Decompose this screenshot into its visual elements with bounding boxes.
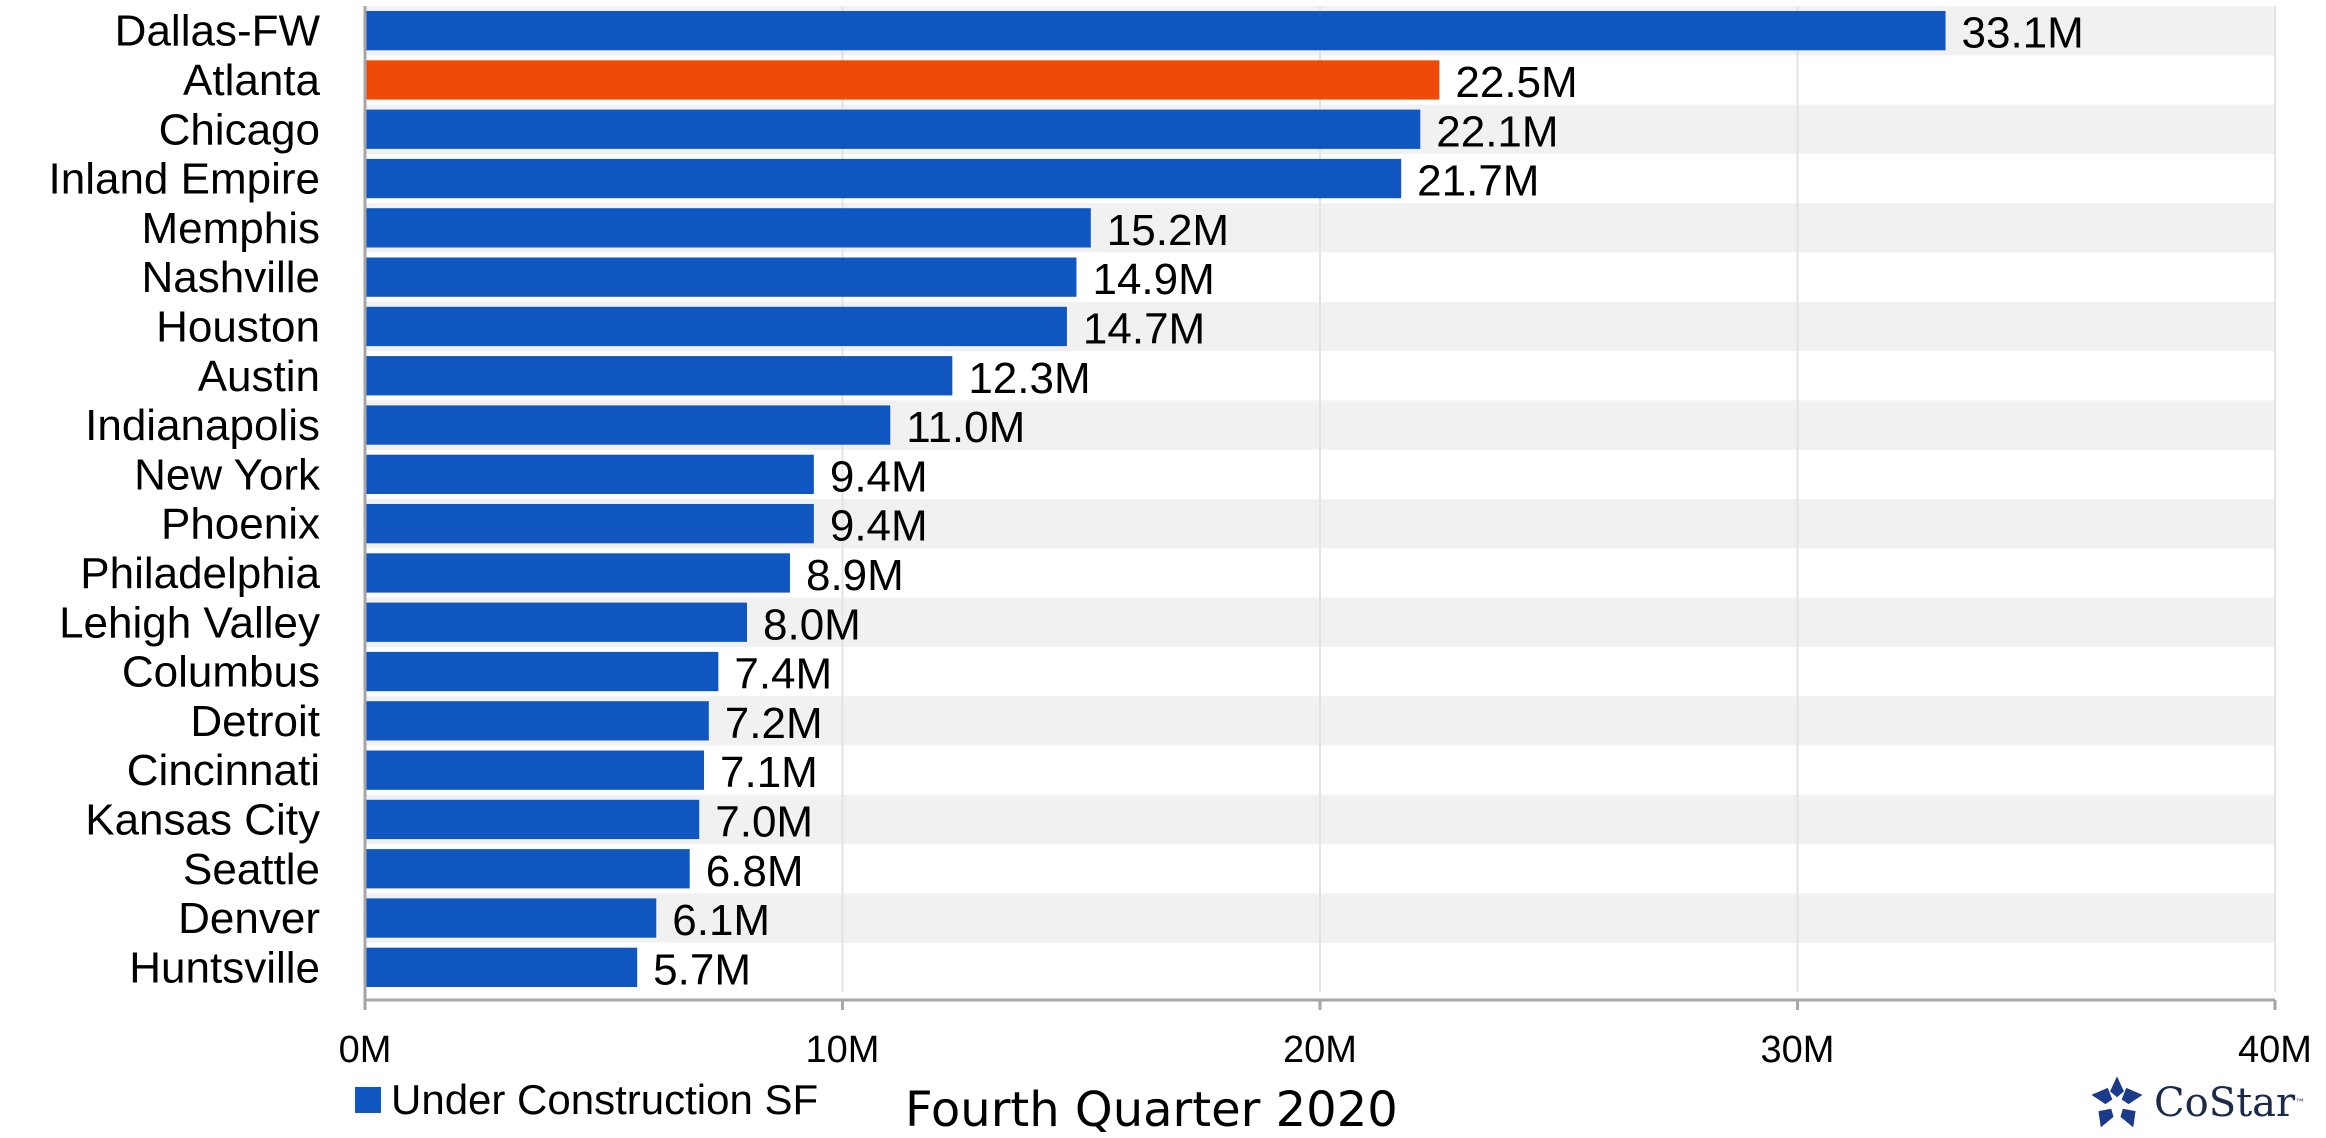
x-tick-label: 40M <box>2238 1029 2312 1071</box>
value-label: 9.4M <box>830 452 928 501</box>
x-tick-label: 20M <box>1283 1029 1357 1071</box>
category-label: Nashville <box>141 253 320 302</box>
value-label: 33.1M <box>1962 9 2084 58</box>
value-label: 12.3M <box>968 354 1090 403</box>
x-tick-label: 30M <box>1761 1029 1835 1071</box>
value-label: 6.1M <box>672 896 770 945</box>
category-label: Kansas City <box>85 795 320 844</box>
value-label: 22.1M <box>1436 107 1558 156</box>
category-label: Dallas-FW <box>115 7 321 56</box>
value-label: 14.9M <box>1092 255 1214 304</box>
legend-swatch <box>355 1087 381 1113</box>
bar-huntsville <box>365 947 638 987</box>
bar-columbus <box>365 651 719 692</box>
bar-nashville <box>365 257 1077 297</box>
x-axis: 0M 10M 20M 30M 40M <box>339 6 2312 1071</box>
bar-philadelphia <box>365 553 790 593</box>
footer-caption: Fourth Quarter 2020 <box>905 1082 1398 1138</box>
legend-label: Under Construction SF <box>391 1076 819 1123</box>
value-label: 14.7M <box>1083 304 1205 353</box>
bar-seattle <box>365 849 690 889</box>
bar-detroit <box>365 701 709 741</box>
category-label: Austin <box>198 352 320 401</box>
bar-memphis <box>365 208 1091 248</box>
bar-new-york <box>365 454 814 494</box>
logo-text: CoStar <box>2154 1080 2296 1126</box>
value-label: 7.0M <box>715 797 813 846</box>
category-label: Memphis <box>142 204 321 253</box>
logo-tm: ™ <box>2295 1097 2306 1109</box>
bar-atlanta <box>365 60 1440 100</box>
category-label: Atlanta <box>183 56 321 105</box>
category-label: Houston <box>156 302 320 351</box>
category-label: Lehigh Valley <box>59 598 320 647</box>
bar-lehigh-valley <box>365 602 747 642</box>
value-label: 7.4M <box>734 650 832 699</box>
value-label: 8.0M <box>763 600 861 649</box>
category-label: Seattle <box>183 845 320 894</box>
bar-inland-empire <box>365 158 1402 199</box>
costar-star-logo-icon <box>2091 1076 2143 1128</box>
value-label: 22.5M <box>1455 58 1577 107</box>
category-label: New York <box>134 450 321 499</box>
costar-logo: CoStar ™ <box>2088 1074 2305 1132</box>
category-label: Columbus <box>122 648 320 697</box>
category-label: Indianapolis <box>85 401 320 450</box>
value-label: 9.4M <box>830 502 928 551</box>
x-tick-label: 10M <box>806 1029 880 1071</box>
bar-denver <box>365 898 657 938</box>
bars <box>365 11 1946 987</box>
value-label: 7.2M <box>725 699 823 748</box>
value-label: 5.7M <box>653 945 751 994</box>
category-label: Cincinnati <box>127 746 320 795</box>
bar-austin <box>365 356 953 396</box>
category-label: Denver <box>178 894 320 943</box>
bar-cincinnati <box>365 750 705 790</box>
bar-kansas-city <box>365 799 700 840</box>
value-label: 15.2M <box>1107 206 1229 255</box>
category-label: Detroit <box>190 697 320 746</box>
value-label: 6.8M <box>706 847 804 896</box>
category-label: Philadelphia <box>80 549 320 598</box>
category-label: Inland Empire <box>49 155 320 204</box>
value-label: 11.0M <box>906 403 1025 452</box>
bar-chicago <box>365 109 1421 149</box>
value-label: 7.1M <box>720 748 818 797</box>
bar-houston <box>365 306 1067 347</box>
value-label: 8.9M <box>806 551 904 600</box>
value-label: 21.7M <box>1417 157 1539 206</box>
legend: Under Construction SF <box>355 1076 818 1124</box>
bar-phoenix <box>365 504 814 544</box>
x-tick-label: 0M <box>339 1029 392 1071</box>
category-label: Chicago <box>159 105 320 154</box>
category-label: Phoenix <box>161 500 320 549</box>
bar-dallas-fw <box>365 11 1946 51</box>
category-label: Huntsville <box>129 943 320 992</box>
bar-indianapolis <box>365 405 891 445</box>
